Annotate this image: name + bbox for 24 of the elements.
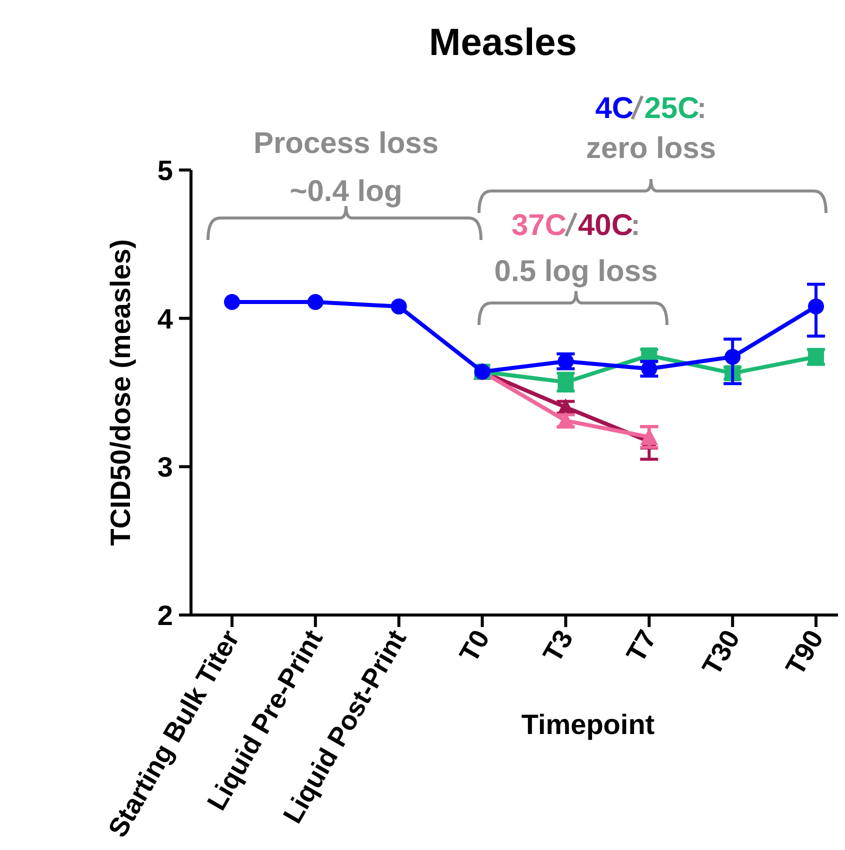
annotation: Process loss ~0.4 log: [253, 127, 439, 208]
text: 4C: [595, 92, 634, 125]
point: [307, 294, 324, 310]
x-tick-label: T7: [620, 625, 662, 668]
y-tick-label: 3: [157, 452, 173, 483]
point: [390, 298, 407, 314]
x-tick-label: T3: [537, 625, 579, 668]
y-tick-label: 2: [157, 600, 173, 631]
point: [808, 298, 824, 314]
y-axis-title: TCID50/dose (measles): [105, 239, 136, 546]
x-axis-title: Timepoint: [521, 709, 655, 740]
text: 25C: [644, 92, 700, 125]
y-tick-label: 5: [157, 155, 173, 186]
point: [224, 294, 240, 310]
text: zero loss: [586, 132, 716, 165]
y-tick-label: 4: [157, 303, 174, 334]
point: [724, 348, 741, 365]
text: 40C: [578, 209, 634, 242]
text: 37C: [512, 209, 567, 242]
x-tick-label: T90: [780, 625, 830, 680]
chart-title: Measles: [429, 22, 577, 64]
x-tick-label: T0: [454, 625, 496, 668]
annotation: 0.5 log loss: [494, 255, 658, 288]
x-tick-label: T30: [696, 625, 746, 680]
